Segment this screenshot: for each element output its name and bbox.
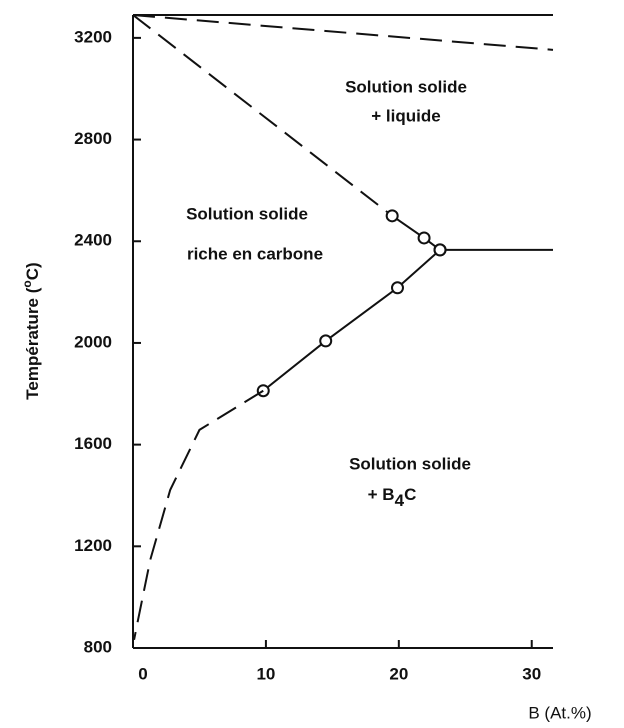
annotation-part: + B — [368, 485, 395, 504]
y-tick-label: 2000 — [74, 332, 112, 351]
y-tick-label: 800 — [84, 637, 112, 656]
annotation: riche en carbone — [187, 244, 323, 263]
data-point — [319, 334, 333, 348]
y-tick-label: 1600 — [74, 434, 112, 453]
data-point — [417, 231, 431, 245]
x-tick-label: 10 — [256, 664, 275, 683]
y-tick-label: 2800 — [74, 129, 112, 148]
y-label-text: Température ( — [23, 287, 42, 399]
annotation-part: C — [404, 485, 416, 504]
y-label-tail: C) — [23, 262, 42, 280]
x-axis-label: B (At.%) — [528, 703, 591, 722]
annotation: + B4C — [368, 485, 417, 510]
annotation: Solution solide — [349, 454, 471, 473]
series-line — [262, 249, 441, 392]
annotation: Solution solide — [345, 77, 467, 96]
annotation: Solution solide — [186, 204, 308, 223]
data-point — [385, 209, 399, 223]
y-tick-label: 3200 — [74, 27, 112, 46]
series-line — [133, 389, 264, 641]
y-axis-label: Température (oC) — [20, 262, 42, 399]
y-tick-label: 2400 — [74, 231, 112, 250]
annotation: + liquide — [371, 106, 440, 125]
data-point — [390, 281, 404, 295]
x-tick-label: 0 — [138, 664, 147, 683]
y-label-sup: o — [20, 280, 34, 287]
data-point — [433, 243, 447, 257]
x-tick-label: 30 — [522, 664, 541, 683]
annotation-sub: 4 — [395, 491, 405, 510]
y-tick-label: 1200 — [74, 536, 112, 555]
series-line — [391, 215, 441, 251]
series-line — [132, 14, 393, 217]
x-tick-label: 20 — [389, 664, 408, 683]
series-line — [132, 14, 554, 51]
